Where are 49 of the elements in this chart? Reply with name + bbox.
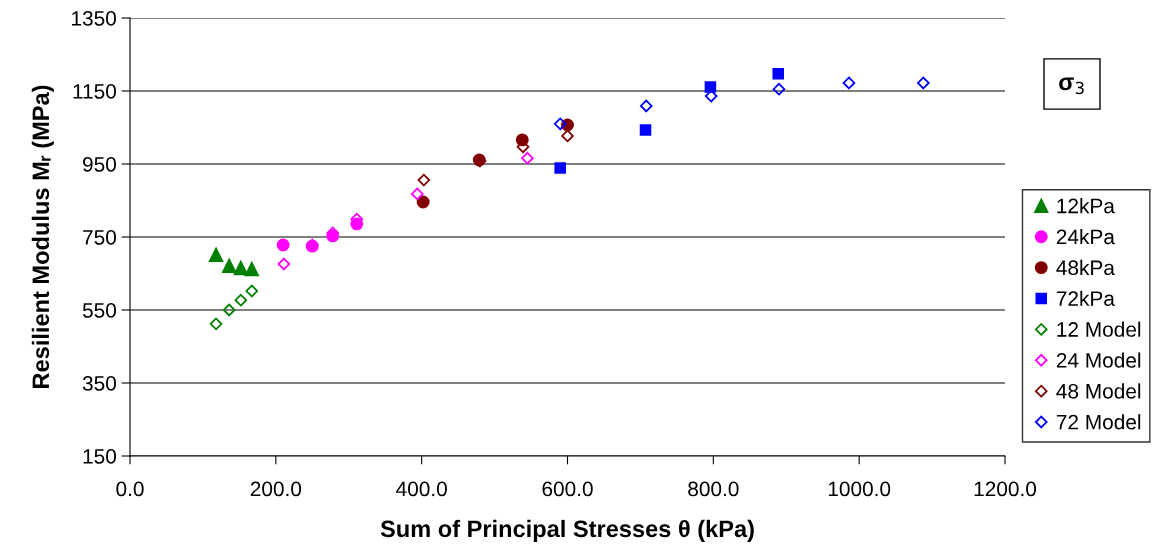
legend-label: 48kPa [1056, 259, 1115, 276]
y-tick-label: 1350 [72, 11, 116, 26]
x-tick-label: 600.0 [542, 481, 593, 497]
x-axis-title: Sum of Principal Stresses θ (kPa) [380, 519, 754, 542]
y-tick-label: 750 [83, 230, 116, 245]
point [561, 129, 574, 143]
point [704, 81, 717, 93]
y-tick-label: 150 [83, 449, 116, 464]
point [234, 293, 248, 307]
y-tick-label: 950 [83, 157, 116, 172]
point [639, 124, 652, 136]
point [276, 238, 290, 252]
y-tick-label: 350 [82, 376, 116, 391]
point [772, 82, 786, 96]
point [917, 76, 930, 90]
legend-label: 72 Model [1056, 414, 1141, 430]
x-tick-label: 0.0 [116, 481, 144, 497]
legend-label: 12 Model [1057, 321, 1141, 337]
point [842, 76, 856, 90]
y-tick-label: 1150 [73, 84, 116, 99]
point [233, 260, 248, 276]
point [208, 247, 224, 263]
y-axis-title: Resilient Modulus Mᵣ (MPa) [31, 85, 54, 388]
x-tick-label: 1200.0 [974, 481, 1037, 497]
x-tick-label: 200.0 [250, 481, 302, 497]
point [209, 317, 223, 331]
point [416, 195, 430, 209]
point [245, 284, 259, 298]
point [277, 257, 291, 271]
point [417, 173, 431, 187]
point [222, 258, 237, 273]
point [639, 99, 653, 113]
point [244, 261, 259, 277]
y-tick-label: 550 [82, 303, 116, 318]
point [554, 162, 566, 174]
x-tick-label: 1000.0 [828, 481, 891, 497]
point [222, 303, 236, 317]
legend-label: 48 Model [1056, 383, 1141, 399]
x-tick-label: 800.0 [688, 481, 739, 497]
legend-label: 24 Model [1056, 352, 1141, 368]
legend-label: 12kPa [1057, 198, 1115, 214]
point [410, 187, 424, 201]
legend-label: 24kPa [1056, 228, 1115, 245]
point [521, 151, 534, 165]
point [553, 117, 567, 131]
point [772, 68, 784, 80]
text: σ$_{3}$ [1059, 77, 1084, 95]
legend-label: 72kPa [1056, 290, 1115, 306]
x-tick-label: 400.0 [396, 481, 447, 497]
